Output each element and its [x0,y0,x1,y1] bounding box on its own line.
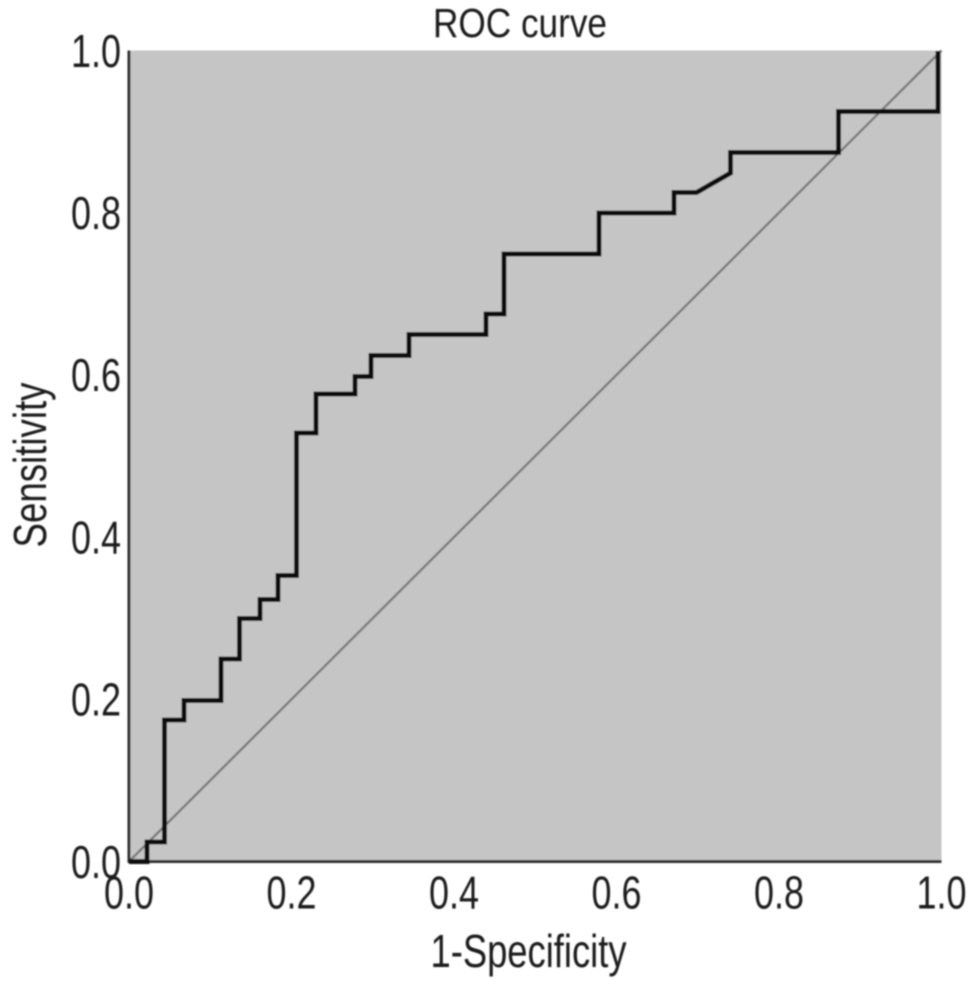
svg-text:1.0: 1.0 [71,25,121,77]
svg-text:0.0: 0.0 [104,867,154,919]
svg-text:0.4: 0.4 [429,867,479,919]
svg-text:0.8: 0.8 [754,867,804,919]
svg-text:0.8: 0.8 [71,187,121,239]
svg-text:1.0: 1.0 [917,867,967,919]
svg-text:ROC curve: ROC curve [433,0,607,46]
svg-text:0.6: 0.6 [592,867,642,919]
svg-text:0.2: 0.2 [267,867,317,919]
svg-text:1-Specificity: 1-Specificity [431,925,627,977]
svg-text:0.4: 0.4 [71,511,121,563]
svg-text:0.0: 0.0 [71,836,121,888]
svg-text:0.2: 0.2 [71,674,121,726]
svg-text:Sensitivity: Sensitivity [4,383,56,548]
svg-text:0.6: 0.6 [71,349,121,401]
